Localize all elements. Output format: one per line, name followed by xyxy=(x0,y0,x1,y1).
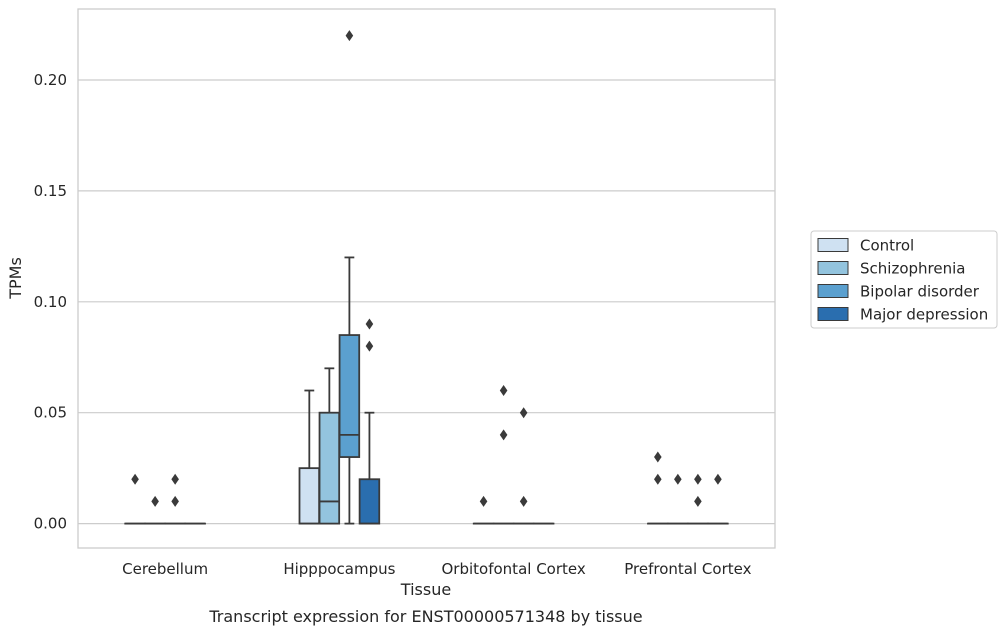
outlier-point xyxy=(479,495,488,507)
legend-label: Bipolar disorder xyxy=(860,283,980,301)
chart-caption: Transcript expression for ENST0000057134… xyxy=(208,607,642,626)
legend-swatch xyxy=(817,307,849,321)
box-body xyxy=(358,478,381,525)
outlier-point xyxy=(499,429,508,441)
x-axis-ticks: Cerebellum Hipppocampus Orbitofontal Corte… xyxy=(122,560,751,578)
box-body xyxy=(318,411,341,525)
outlier-point xyxy=(171,495,179,507)
grid-lines xyxy=(78,79,775,525)
box-body xyxy=(338,334,361,458)
y-tick-label: 0.15 xyxy=(34,182,67,200)
x-tick-label: Cerebellum xyxy=(122,560,208,578)
legend-swatch xyxy=(817,261,849,275)
box xyxy=(338,256,361,525)
y-tick-label: 0.10 xyxy=(34,293,67,311)
y-tick-label: 0.00 xyxy=(34,515,67,533)
legend-label: Schizophrenia xyxy=(860,260,965,278)
legend-label: Control xyxy=(860,237,914,255)
outlier-point xyxy=(694,495,702,507)
y-tick-label: 0.20 xyxy=(34,71,67,89)
outlier-point xyxy=(499,385,508,397)
outlier-point xyxy=(365,318,374,330)
outliers xyxy=(131,30,722,507)
box xyxy=(318,367,341,525)
outlier-point xyxy=(345,30,354,42)
x-axis-label: Tissue xyxy=(400,580,451,599)
outlier-point xyxy=(654,451,662,463)
outlier-point xyxy=(365,340,374,352)
outlier-point xyxy=(654,473,662,485)
outlier-point xyxy=(151,495,159,507)
outlier-point xyxy=(674,473,682,485)
legend-swatch xyxy=(817,238,849,252)
legend-swatch xyxy=(817,284,849,298)
boxes xyxy=(124,256,729,525)
outlier-point xyxy=(714,473,722,485)
box xyxy=(358,411,381,525)
legend-label: Major depression xyxy=(860,306,988,324)
outlier-point xyxy=(519,407,528,419)
outlier-point xyxy=(131,473,139,485)
outlier-point xyxy=(171,473,179,485)
x-tick-label: Prefrontal Cortex xyxy=(624,560,751,578)
box xyxy=(298,389,321,525)
y-axis-ticks: 0.00 0.05 0.10 0.15 0.20 xyxy=(34,71,67,533)
legend-frame xyxy=(810,230,998,329)
x-tick-label: Orbitofontal Cortex xyxy=(442,560,586,578)
box-body xyxy=(298,467,321,525)
y-axis-label: TPMs xyxy=(6,257,25,300)
y-tick-label: 0.05 xyxy=(34,404,67,422)
plot-area-border xyxy=(77,8,776,549)
x-tick-label: Hipppocampus xyxy=(283,560,395,578)
legend: Control Schizophrenia Bipolar disorder Majo… xyxy=(810,230,998,329)
outlier-point xyxy=(694,473,702,485)
outlier-point xyxy=(519,495,528,507)
